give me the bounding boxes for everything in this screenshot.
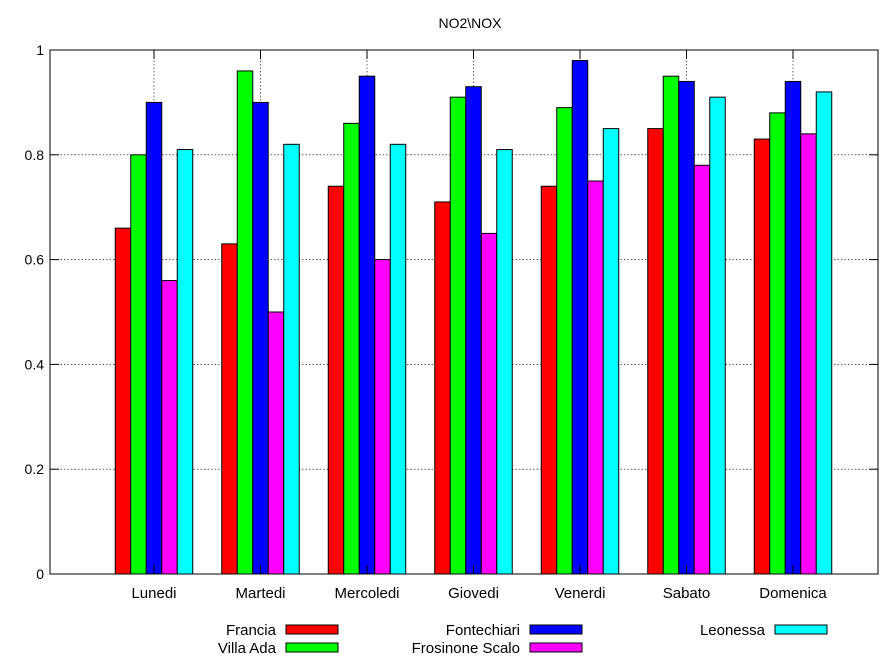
x-tick-label: Domenica	[759, 585, 827, 602]
x-tick-label: Venerdi	[555, 585, 606, 602]
bar	[662, 75, 680, 575]
bar	[769, 112, 786, 575]
y-tick-label: 0.2	[25, 461, 45, 477]
bar	[480, 232, 498, 575]
bar	[678, 80, 695, 575]
bar	[709, 96, 726, 575]
bar	[114, 227, 132, 575]
bar	[556, 107, 573, 575]
bar	[465, 86, 482, 575]
bar	[815, 91, 833, 575]
bar	[267, 311, 285, 575]
legend-label: Frosinone Scalo	[412, 640, 520, 657]
y-tick-label: 0.6	[25, 252, 45, 268]
legend-swatch	[529, 642, 583, 653]
bar	[540, 185, 558, 575]
legend-swatch	[774, 624, 828, 635]
legend-label: Leonessa	[700, 622, 766, 639]
y-tick-label: 0	[36, 566, 44, 582]
y-tick-label: 0.8	[25, 147, 45, 163]
bar	[389, 143, 407, 575]
bar	[434, 201, 451, 575]
bar	[161, 280, 178, 575]
y-tick-label: 0.4	[25, 356, 45, 372]
y-tick-label: 1	[36, 42, 44, 58]
bar	[283, 143, 300, 575]
x-tick-label: Lunedi	[131, 585, 176, 602]
chart-title: NO2\NOX	[438, 15, 502, 31]
bar	[784, 80, 802, 575]
x-tick-label: Sabato	[663, 585, 711, 602]
axes: 0 0.2 0.4 0.6 0.8 1 Lunedi Martedi Mercoledi Giov…	[25, 42, 878, 602]
x-tick-label: Martedi	[235, 585, 285, 602]
bar	[343, 122, 360, 575]
x-tick-label: Mercoledi	[334, 585, 399, 602]
bar	[358, 75, 376, 575]
x-tick-label: Giovedi	[448, 585, 499, 602]
bar	[602, 128, 620, 575]
bar	[449, 96, 467, 575]
bar	[221, 243, 238, 575]
legend-swatch	[285, 642, 339, 653]
legend-label: Francia	[226, 622, 277, 639]
bar	[693, 164, 711, 575]
legend-swatch	[529, 624, 583, 635]
bar	[800, 133, 817, 575]
bar	[145, 101, 163, 575]
bar	[571, 59, 589, 575]
bar	[374, 259, 391, 575]
bar	[176, 149, 194, 575]
bars	[114, 59, 833, 575]
bar	[647, 128, 664, 575]
bar	[236, 70, 254, 575]
legend-label: Villa Ada	[218, 640, 277, 657]
bar	[130, 154, 147, 575]
bar	[753, 138, 771, 575]
legend-swatch	[285, 624, 339, 635]
bar	[587, 180, 604, 575]
bar	[327, 185, 345, 575]
legend-label: Fontechiari	[446, 622, 520, 639]
bar	[252, 101, 269, 575]
bar	[496, 149, 513, 575]
plot-frame	[49, 49, 879, 575]
